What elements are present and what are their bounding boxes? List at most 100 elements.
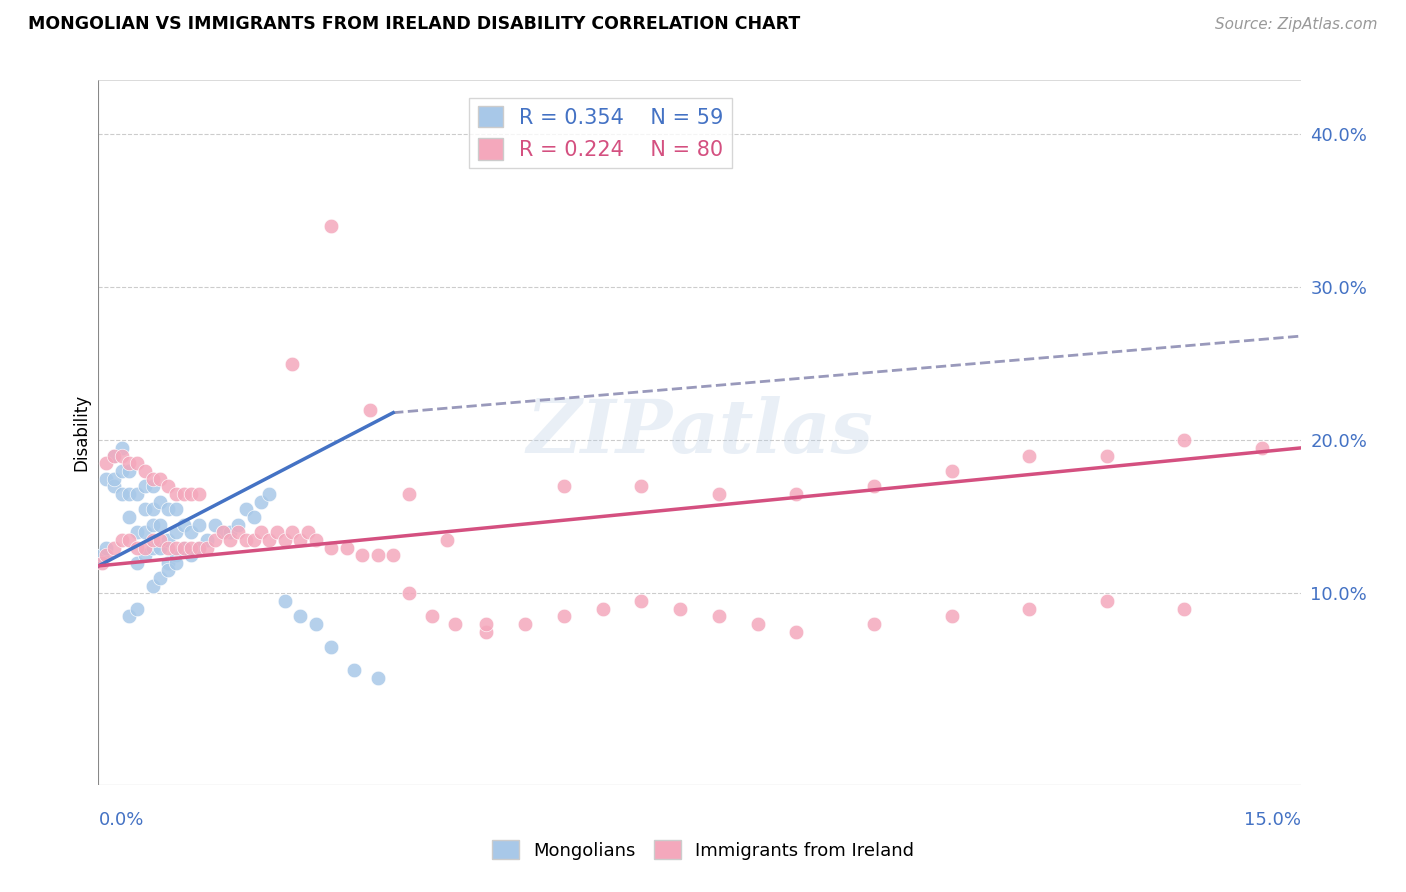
- Point: [367, 548, 389, 562]
- Point: [173, 541, 195, 555]
- Point: [436, 533, 458, 547]
- Point: [142, 472, 165, 486]
- Point: [273, 533, 295, 547]
- Point: [142, 541, 165, 555]
- Point: [134, 525, 156, 540]
- Point: [96, 472, 118, 486]
- Point: [103, 472, 125, 486]
- Point: [180, 541, 202, 555]
- Point: [352, 548, 374, 562]
- Point: [336, 541, 359, 555]
- Point: [211, 525, 233, 540]
- Point: [257, 533, 280, 547]
- Point: [91, 556, 114, 570]
- Point: [747, 617, 769, 632]
- Point: [382, 548, 405, 562]
- Point: [173, 541, 195, 555]
- Point: [304, 617, 326, 632]
- Point: [1095, 594, 1118, 608]
- Point: [142, 502, 165, 516]
- Point: [288, 533, 311, 547]
- Point: [91, 548, 114, 562]
- Point: [1173, 434, 1195, 448]
- Text: Source: ZipAtlas.com: Source: ZipAtlas.com: [1215, 18, 1378, 32]
- Legend: R = 0.354    N = 59, R = 0.224    N = 80: R = 0.354 N = 59, R = 0.224 N = 80: [470, 98, 733, 169]
- Point: [219, 533, 242, 547]
- Point: [165, 556, 187, 570]
- Text: 15.0%: 15.0%: [1243, 811, 1301, 829]
- Point: [226, 525, 249, 540]
- Point: [1250, 441, 1272, 455]
- Point: [103, 449, 125, 463]
- Point: [103, 449, 125, 463]
- Point: [242, 533, 264, 547]
- Point: [127, 601, 149, 615]
- Point: [513, 617, 536, 632]
- Point: [157, 556, 180, 570]
- Point: [149, 541, 172, 555]
- Point: [149, 517, 172, 532]
- Point: [1095, 449, 1118, 463]
- Legend: Mongolians, Immigrants from Ireland: Mongolians, Immigrants from Ireland: [485, 833, 921, 867]
- Point: [863, 479, 886, 493]
- Point: [142, 517, 165, 532]
- Point: [173, 487, 195, 501]
- Point: [134, 479, 156, 493]
- Point: [134, 541, 156, 555]
- Point: [281, 525, 304, 540]
- Point: [127, 541, 149, 555]
- Point: [288, 609, 311, 624]
- Point: [149, 472, 172, 486]
- Point: [319, 640, 342, 654]
- Point: [273, 594, 295, 608]
- Point: [111, 441, 134, 455]
- Point: [297, 525, 319, 540]
- Point: [592, 601, 614, 615]
- Point: [211, 525, 233, 540]
- Point: [165, 541, 187, 555]
- Point: [257, 487, 280, 501]
- Point: [180, 548, 202, 562]
- Text: MONGOLIAN VS IMMIGRANTS FROM IRELAND DISABILITY CORRELATION CHART: MONGOLIAN VS IMMIGRANTS FROM IRELAND DIS…: [28, 15, 800, 33]
- Point: [226, 517, 249, 532]
- Point: [250, 494, 273, 508]
- Point: [1018, 601, 1040, 615]
- Point: [863, 617, 886, 632]
- Text: 0.0%: 0.0%: [98, 811, 143, 829]
- Point: [165, 525, 187, 540]
- Point: [785, 487, 807, 501]
- Y-axis label: Disability: Disability: [72, 394, 90, 471]
- Point: [142, 479, 165, 493]
- Point: [134, 548, 156, 562]
- Point: [157, 502, 180, 516]
- Point: [127, 487, 149, 501]
- Point: [142, 533, 165, 547]
- Point: [266, 525, 288, 540]
- Point: [343, 663, 366, 677]
- Point: [188, 541, 211, 555]
- Point: [96, 541, 118, 555]
- Point: [188, 487, 211, 501]
- Point: [157, 533, 180, 547]
- Point: [142, 579, 165, 593]
- Point: [118, 533, 141, 547]
- Point: [630, 479, 652, 493]
- Point: [785, 624, 807, 639]
- Point: [134, 464, 156, 478]
- Point: [165, 502, 187, 516]
- Point: [398, 487, 420, 501]
- Point: [118, 509, 141, 524]
- Point: [127, 556, 149, 570]
- Point: [111, 464, 134, 478]
- Point: [281, 357, 304, 371]
- Point: [941, 609, 963, 624]
- Point: [204, 533, 226, 547]
- Point: [319, 541, 342, 555]
- Point: [188, 541, 211, 555]
- Point: [103, 479, 125, 493]
- Point: [134, 502, 156, 516]
- Point: [630, 594, 652, 608]
- Point: [118, 464, 141, 478]
- Point: [242, 509, 264, 524]
- Point: [707, 609, 730, 624]
